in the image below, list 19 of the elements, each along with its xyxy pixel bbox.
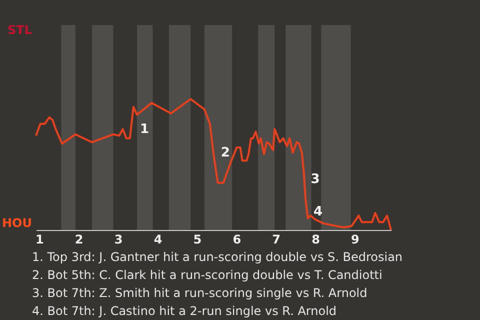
x-tick-label: 8 bbox=[312, 232, 320, 246]
x-tick-label: 1 bbox=[35, 232, 44, 246]
x-tick-label: 2 bbox=[74, 232, 84, 246]
x-tick-label: 4 bbox=[154, 232, 162, 246]
annotation: 1 bbox=[140, 122, 150, 138]
annotation: 4 bbox=[314, 204, 323, 220]
text: 2. Bot 5th: C. Clark hit a run-scoring double vs T. Candiotti bbox=[32, 267, 384, 284]
text: STL bbox=[8, 23, 32, 37]
x-tick-label: 7 bbox=[272, 232, 280, 246]
text: 1. Top 3rd: J. Gantner hit a run-scoring double vs S. Bedrosian bbox=[32, 249, 403, 266]
annotation: 2 bbox=[220, 146, 230, 161]
text: HOU bbox=[2, 216, 32, 230]
text: 3. Bot 7th: Z. Smith hit a run-scoring single vs R. Arnold bbox=[32, 285, 368, 302]
x-tick-label: 6 bbox=[232, 232, 242, 246]
annotation: 3 bbox=[310, 172, 320, 187]
x-tick-label: 5 bbox=[193, 232, 202, 246]
x-tick-label: 9 bbox=[351, 232, 360, 246]
text: 4. Bot 7th: J. Castino hit a 2-run single vs R. Arnold bbox=[32, 303, 338, 320]
x-tick-label: 3 bbox=[114, 232, 123, 246]
